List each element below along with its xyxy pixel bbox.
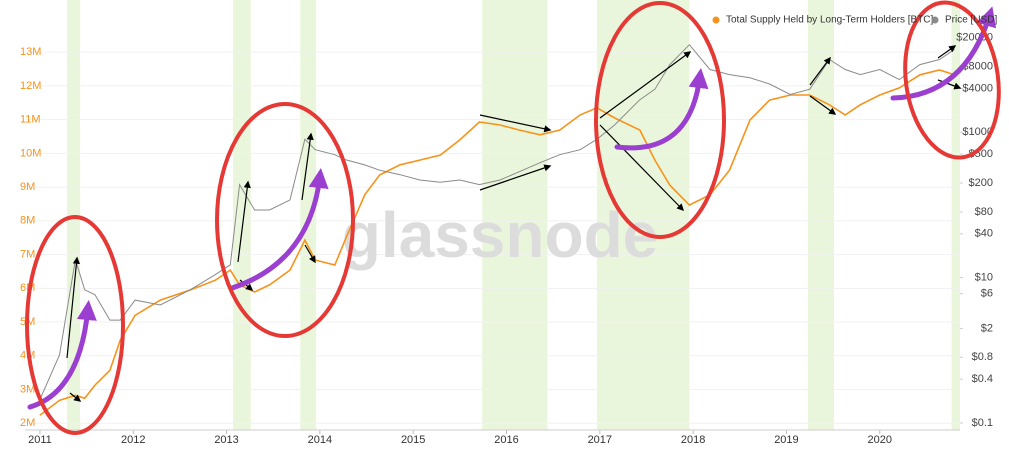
arrow (237, 180, 251, 263)
y2-tick-label: $0.8 (972, 351, 993, 363)
ellipse (215, 102, 355, 338)
arrow (599, 51, 692, 119)
shaded-range (807, 0, 835, 430)
legend-label: Price [USD] (945, 15, 997, 26)
series-line (39, 69, 955, 416)
y-tick-label: 11M (20, 114, 41, 126)
arrow (599, 124, 685, 212)
y-tick-label: 13M (20, 46, 41, 58)
red-ellipses (25, 0, 1001, 435)
arrow (69, 392, 82, 402)
shaded-range (597, 0, 690, 430)
arrow (937, 45, 957, 59)
ellipse (903, 0, 1001, 160)
arrow (809, 95, 837, 115)
series-line (39, 43, 955, 400)
arrow (479, 114, 552, 133)
x-tick-label: 2013 (214, 434, 238, 446)
ellipse (594, 1, 726, 239)
shade-layer (66, 0, 960, 430)
shaded-range (482, 0, 548, 430)
legend: Total Supply Held by Long-Term Holders [… (712, 15, 997, 26)
arrow (479, 164, 552, 191)
annotations (25, 0, 1001, 435)
y-tick-label: 3M (20, 383, 35, 395)
y2-tick-label: $4000 (962, 82, 993, 94)
y2-tick-label: $200 (969, 177, 993, 189)
x-tick-label: 2015 (401, 434, 425, 446)
y2-tick-label: $80 (975, 206, 993, 218)
shaded-range (951, 0, 960, 430)
legend-label: Total Supply Held by Long-Term Holders [… (726, 15, 934, 26)
x-tick-label: 2018 (681, 434, 705, 446)
y2-tick-label: $0.4 (972, 373, 993, 385)
watermark: glassnode (342, 199, 659, 271)
legend-marker (712, 16, 720, 24)
arrow (66, 256, 81, 359)
x-tick-label: 2017 (588, 434, 612, 446)
black-arrows (66, 45, 962, 402)
y2-tick-label: $10 (975, 271, 993, 283)
y-tick-label: 12M (20, 80, 41, 92)
x-tick-label: 2011 (28, 434, 52, 446)
arrow (301, 132, 314, 201)
y2-tick-label: $0.1 (972, 417, 993, 429)
y-tick-label: 9M (20, 181, 35, 193)
y2-tick-label: $6 (981, 288, 993, 300)
y-tick-label: 2M (20, 417, 35, 429)
y2-tick-label: $8000 (962, 60, 993, 72)
arrow (229, 168, 329, 291)
arrow (809, 56, 831, 86)
grid-layer (25, 51, 960, 424)
x-tick-label: 2020 (868, 434, 892, 446)
x-tick-label: 2014 (308, 434, 332, 446)
y2-tick-label: $40 (975, 228, 993, 240)
x-tick-label: 2012 (121, 434, 145, 446)
arrow (937, 79, 962, 90)
axis-layer: 2M3M4M5M6M7M8M9M10M11M12M13M$0.1$0.4$0.8… (20, 32, 993, 446)
arrow (614, 68, 709, 151)
y-tick-label: 8M (20, 215, 35, 227)
x-tick-label: 2019 (774, 434, 798, 446)
ellipse (25, 215, 125, 435)
x-tick-label: 2016 (494, 434, 518, 446)
arrow (304, 244, 316, 264)
y2-tick-label: $2 (981, 322, 993, 334)
legend-marker (931, 16, 939, 24)
y-tick-label: 10M (20, 147, 41, 159)
y-tick-label: 7M (20, 248, 35, 260)
y2-tick-label: $1000 (962, 126, 993, 138)
line-layer (39, 43, 955, 416)
